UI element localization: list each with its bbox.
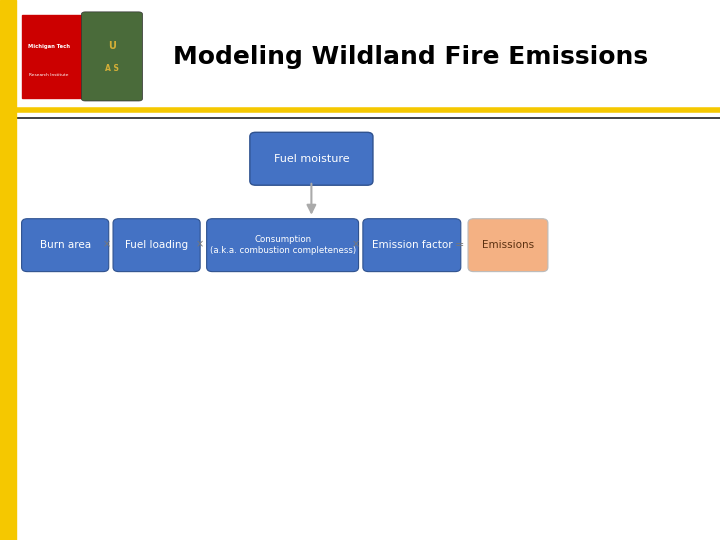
Text: Fuel loading: Fuel loading — [125, 240, 188, 250]
Text: ×: × — [196, 240, 204, 249]
Text: A S: A S — [105, 64, 119, 73]
FancyBboxPatch shape — [22, 219, 109, 272]
Text: =: = — [454, 240, 464, 249]
Bar — [22, 15, 83, 98]
FancyBboxPatch shape — [113, 219, 200, 272]
Text: Research Institute: Research Institute — [30, 73, 69, 77]
Text: Modeling Wildland Fire Emissions: Modeling Wildland Fire Emissions — [173, 45, 648, 69]
Text: U: U — [108, 42, 116, 51]
Text: ×: × — [102, 240, 111, 249]
Text: Fuel moisture: Fuel moisture — [274, 154, 349, 164]
FancyBboxPatch shape — [207, 219, 359, 272]
Text: Emissions: Emissions — [482, 240, 534, 250]
FancyBboxPatch shape — [363, 219, 461, 272]
Text: Burn area: Burn area — [40, 240, 91, 250]
Text: Emission factor: Emission factor — [372, 240, 452, 250]
FancyBboxPatch shape — [468, 219, 548, 272]
Text: Consumption
(a.k.a. combustion completeness): Consumption (a.k.a. combustion completen… — [210, 235, 356, 255]
FancyBboxPatch shape — [250, 132, 373, 185]
Bar — [0, 0, 16, 540]
Text: ×: × — [351, 240, 360, 249]
Text: Michigan Tech: Michigan Tech — [28, 44, 70, 49]
FancyBboxPatch shape — [81, 12, 143, 101]
